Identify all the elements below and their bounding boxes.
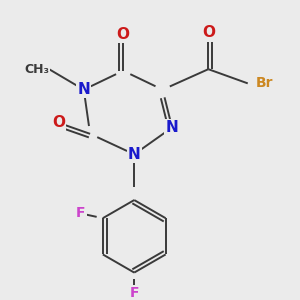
Text: Br: Br bbox=[256, 76, 273, 90]
Text: F: F bbox=[76, 206, 86, 220]
Text: CH₃: CH₃ bbox=[24, 63, 49, 76]
Text: N: N bbox=[166, 120, 178, 135]
Text: O: O bbox=[52, 115, 65, 130]
Text: F: F bbox=[130, 286, 139, 300]
Text: O: O bbox=[202, 26, 215, 40]
Text: N: N bbox=[128, 147, 141, 162]
Text: O: O bbox=[117, 27, 130, 42]
Text: N: N bbox=[77, 82, 90, 97]
